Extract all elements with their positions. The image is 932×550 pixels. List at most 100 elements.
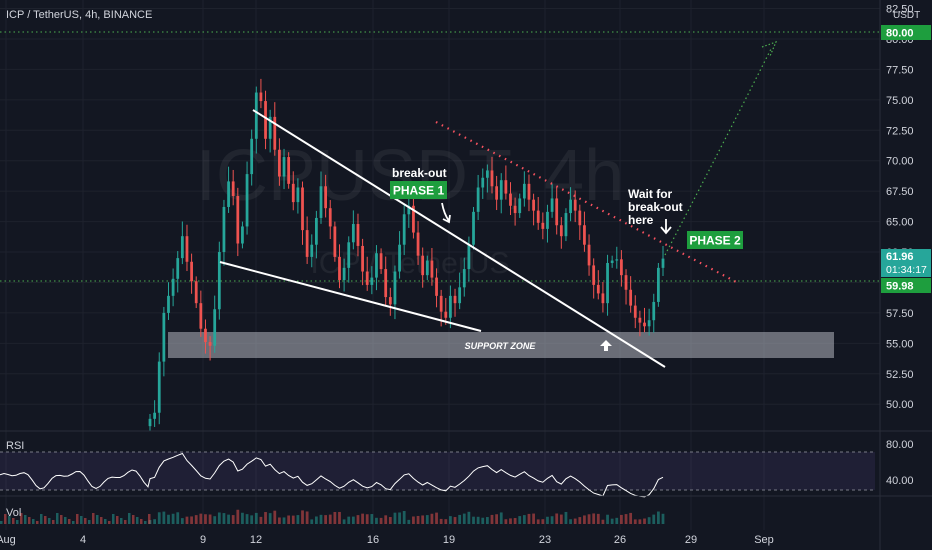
candle-body (462, 269, 466, 288)
volume-bar (84, 518, 87, 524)
volume-bar (375, 517, 378, 524)
volume-bar (319, 514, 323, 524)
volume-bar (124, 520, 127, 524)
wedge-upper-trendline[interactable] (252, 109, 666, 368)
volume-bar (499, 512, 503, 524)
wait-label-line2: break-out (628, 200, 683, 214)
level-price-tag[interactable] (881, 278, 931, 293)
volume-bar (108, 521, 111, 524)
volume-bar (20, 513, 23, 524)
candle-body (407, 205, 411, 215)
volume-bar (606, 514, 609, 524)
volume-bar (185, 516, 189, 524)
candle-body (559, 225, 563, 237)
volume-bar (148, 514, 151, 524)
volume-bar (624, 514, 628, 524)
candle-body (499, 180, 503, 200)
volume-bar (444, 519, 448, 524)
candle-body (338, 256, 341, 281)
volume-bar (629, 512, 633, 524)
volume-bar (541, 519, 545, 524)
volume-bar (245, 514, 249, 524)
projection-path[interactable] (664, 46, 773, 256)
volume-bar (652, 514, 656, 524)
candle-body (633, 305, 637, 318)
volume-bar (254, 512, 258, 524)
price-axis[interactable]: 82.50 80.00 77.50 75.00 72.50 70.00 67.50 65.00… (886, 4, 914, 412)
volume-bar (407, 519, 411, 524)
support-zone[interactable] (168, 332, 834, 358)
volume-bar (310, 519, 314, 524)
candle-body (550, 198, 554, 212)
volume-bar (388, 517, 392, 524)
x-tick-label: 9 (200, 534, 206, 546)
candle-body (439, 295, 443, 312)
volume-bar (194, 515, 198, 524)
rsi-pane-label: RSI (6, 440, 24, 452)
volume-bar (435, 512, 438, 524)
candle-body (601, 293, 605, 304)
candle-body (388, 297, 392, 305)
support-zone-label: SUPPORT ZONE (465, 341, 537, 351)
candle-body (629, 289, 633, 306)
candle-body (217, 252, 221, 310)
volume-bar (592, 513, 596, 524)
y-tick-label: 55.00 (886, 338, 914, 350)
x-tick-label: 12 (250, 534, 262, 546)
volume-bar (282, 517, 286, 524)
candle-body (587, 244, 591, 266)
y-tick-label: 77.50 (886, 64, 914, 76)
volume-bar (104, 519, 107, 524)
candle-body (596, 284, 600, 294)
volume-bar (264, 512, 267, 524)
volume-bar (527, 513, 531, 524)
volume-bar (96, 515, 99, 524)
y-tick-label: 82.50 (886, 4, 914, 16)
time-axis[interactable]: Aug 4 9 12 16 19 23 26 29 Sep (0, 534, 774, 546)
volume-bar (128, 513, 131, 524)
target-price-tag[interactable] (881, 25, 931, 40)
volume-bar (28, 517, 31, 524)
candle-body (157, 361, 161, 413)
volume-bar (421, 515, 425, 524)
volume-bar (120, 518, 123, 524)
candle-body (615, 259, 619, 261)
volume-bar (80, 516, 83, 524)
candle-body (384, 269, 388, 298)
volume-bar (416, 515, 420, 524)
candle-body (610, 260, 614, 263)
volume-bar (44, 516, 47, 524)
candle-body (661, 258, 665, 268)
volume-bar (449, 516, 452, 524)
candle-body (532, 199, 535, 211)
volume-bar (550, 516, 554, 524)
candle-body (314, 217, 318, 245)
candle-body (393, 271, 397, 305)
candle-body (485, 170, 489, 178)
volume-bar (40, 514, 43, 524)
volume-bar (370, 514, 374, 524)
candle-body (453, 295, 457, 304)
current-price-tag[interactable] (881, 249, 931, 277)
countdown-text: 01:34:17 (886, 264, 927, 276)
candle-body (194, 281, 198, 304)
volume-bar (132, 515, 135, 524)
candle-body (180, 236, 184, 259)
candle-body (268, 116, 272, 139)
candle-body (213, 309, 217, 346)
candle-body (328, 208, 332, 227)
wedge-lower-trendline[interactable] (219, 261, 482, 332)
y-tick-label: 70.00 (886, 156, 914, 168)
candle-body (190, 261, 193, 282)
phase1-label: PHASE 1 (393, 184, 445, 198)
candle-body (291, 183, 295, 203)
candle-body (342, 267, 346, 281)
volume-bar (518, 516, 522, 524)
candle-body (204, 328, 207, 343)
candle-body (370, 277, 374, 285)
candle-body (333, 226, 337, 257)
candle-body (351, 224, 355, 243)
volume-bar (236, 509, 240, 524)
projection-arrowhead-icon (761, 40, 778, 57)
